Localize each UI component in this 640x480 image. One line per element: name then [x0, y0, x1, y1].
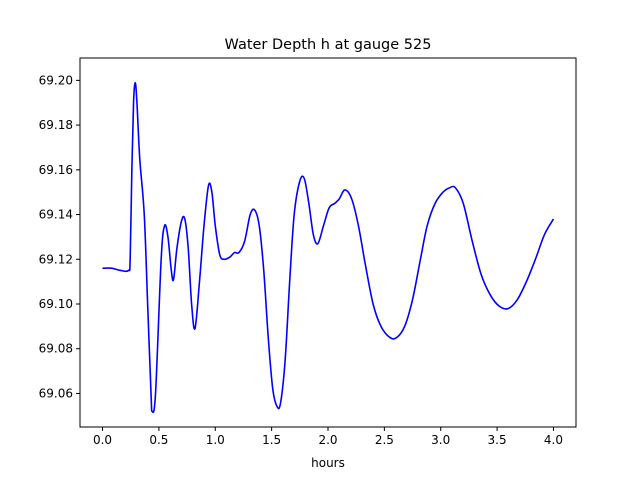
y-tick-label: 69.06 [39, 386, 73, 400]
x-tick-label: 3.5 [488, 433, 507, 447]
y-tick-label: 69.10 [39, 297, 73, 311]
chart-title: Water Depth h at gauge 525 [225, 37, 432, 53]
y-tick-label: 69.08 [39, 342, 73, 356]
x-axis-label: hours [311, 456, 345, 470]
y-tick-label: 69.20 [39, 73, 73, 87]
y-tick-label: 69.18 [39, 118, 73, 132]
y-tick-label: 69.16 [39, 163, 73, 177]
x-tick-label: 3.0 [431, 433, 450, 447]
y-axis: 69.06 69.08 69.10 69.12 69.14 69.16 69.18 69.20 [39, 73, 80, 400]
x-tick-label: 1.0 [206, 433, 225, 447]
series-layer [102, 81, 555, 414]
x-tick-label: 0.5 [149, 433, 168, 447]
y-tick-label: 69.14 [39, 208, 73, 222]
x-tick-label: 1.5 [262, 433, 281, 447]
series-line [102, 81, 555, 414]
y-tick-label: 69.12 [39, 252, 73, 266]
x-axis: 0.0 0.5 1.0 1.5 2.0 2.5 3.0 3.5 4.0 [93, 427, 563, 447]
x-tick-label: 2.0 [318, 433, 337, 447]
x-tick-label: 4.0 [544, 433, 563, 447]
x-tick-label: 0.0 [93, 433, 112, 447]
x-tick-label: 2.5 [375, 433, 394, 447]
